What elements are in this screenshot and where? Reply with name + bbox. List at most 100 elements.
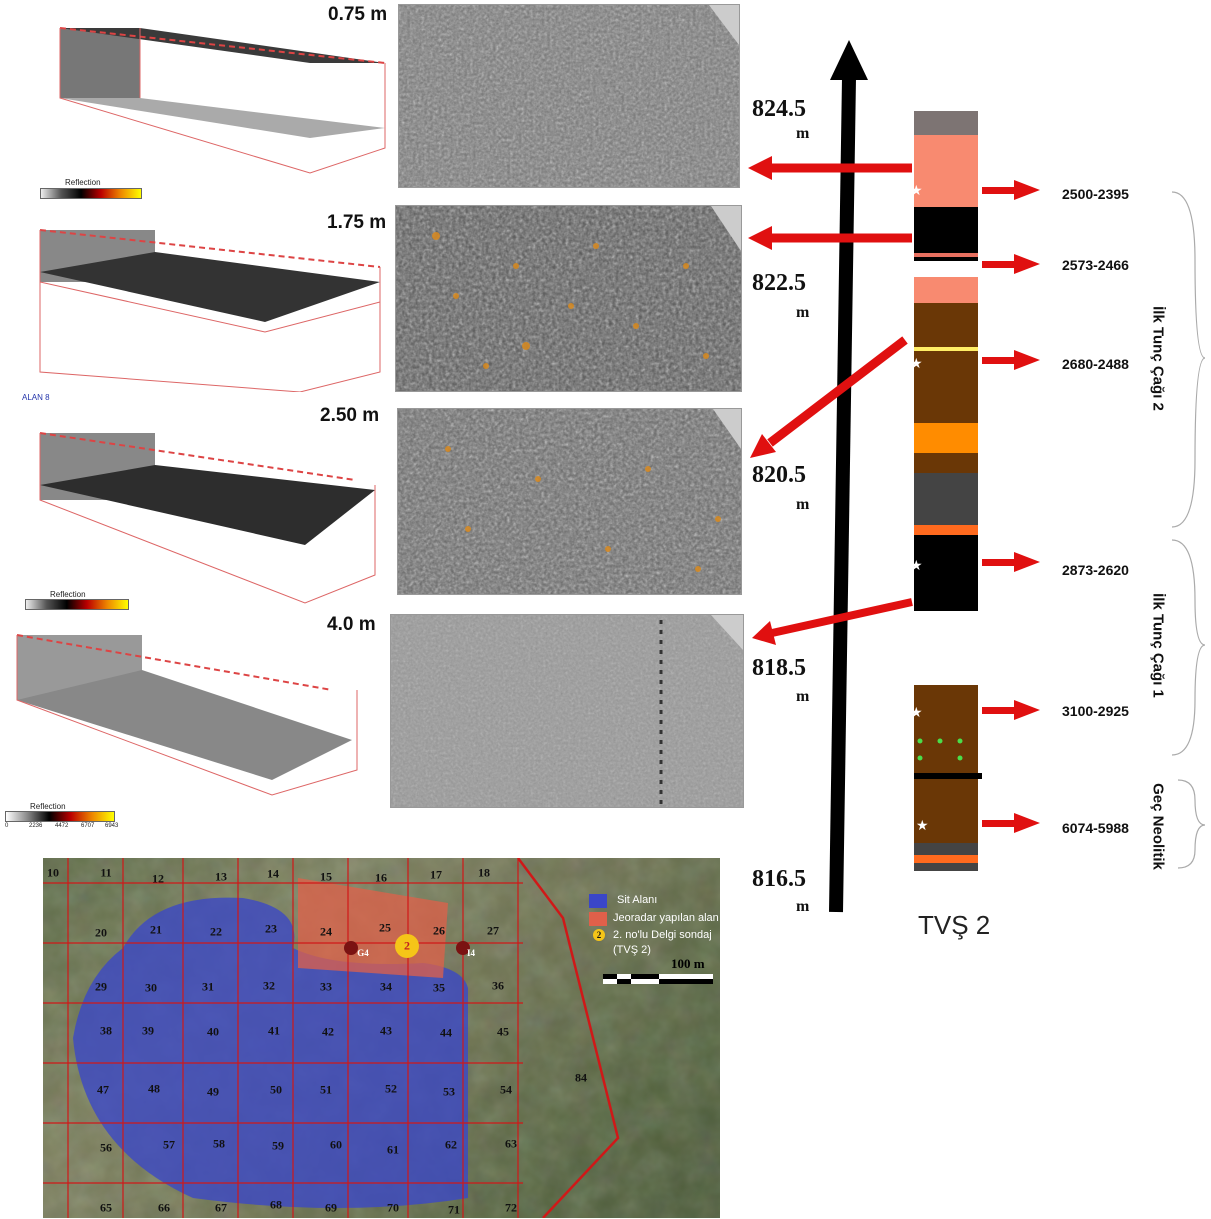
grid-cell-number: 56 [100,1140,112,1155]
gpr-slice-svg-2 [396,206,741,391]
grid-cell-number: 31 [202,979,214,994]
site-map-svg [43,858,720,1218]
grid-cell-number: 51 [320,1082,332,1097]
grid-cell-number: 66 [158,1200,170,1215]
grid-cell-number: 12 [152,871,164,886]
grid-cell-number: 60 [330,1137,342,1152]
grid-cell-number: 49 [207,1084,219,1099]
date-label-6: 6074-5988 [1062,820,1129,836]
perspective-view-1 [40,8,390,178]
grid-cell-number: 54 [500,1082,512,1097]
perspective-view-2 [35,222,385,392]
grid-cell-number: 23 [265,921,277,936]
legend-gpr-area: Jeoradar yapılan alan [613,912,719,924]
slice-depth-3: 2.50 m [320,405,380,426]
scale-unit-1: m [796,125,810,142]
perspective-view-4 [12,630,372,800]
grid-cell-number: 71 [448,1202,460,1217]
amplitude-colorbar-3 [5,811,115,822]
period-label-2: İlk Tunç Çağı 1 [1149,593,1167,698]
grid-cell-number: 68 [270,1197,282,1212]
grid-cell-number: 17 [430,867,442,882]
grid-cell-number: 25 [379,920,391,935]
grid-cell-number: 57 [163,1137,175,1152]
period-label-3: Geç Neolitik [1149,783,1167,870]
gpr-slice-4 [390,614,744,808]
date-label-5: 3100-2925 [1062,703,1129,719]
scale-arrow [829,40,868,913]
grid-cell-number: 33 [320,979,332,994]
svg-text:★: ★ [910,356,923,372]
grid-cell-number: 16 [375,870,387,885]
grid-cell-number: 34 [380,979,392,994]
scalebar-label: 100 m [671,956,705,971]
grid-cell-number: 14 [267,866,279,881]
slice-depth-1: 0.75 m [328,4,388,25]
grid-cell-number: 36 [492,978,504,993]
grid-cell-number: 59 [272,1138,284,1153]
grid-cell-number: 47 [97,1082,109,1097]
grid-cell-number: 52 [385,1081,397,1096]
svg-text:★: ★ [910,260,923,276]
scale-value-1: 824.5 [752,96,806,122]
grid-cell-number: 62 [445,1137,457,1152]
grid-cell-number: 61 [387,1142,399,1157]
map-marker-number: 2 [404,938,410,953]
marker-g4: G4 [357,948,369,958]
scale-unit-5: m [796,898,810,915]
amplitude-tick-0: 0 [5,823,9,829]
alan-label: ALAN 8 [22,393,50,402]
grid-cell-number: 15 [320,869,332,884]
grid-cell-number: 26 [433,923,445,938]
scale-value-4: 818.5 [752,655,806,681]
grid-cell-number: 24 [320,924,332,939]
grid-cell-number: 70 [387,1200,399,1215]
scale-value-2: 822.5 [752,270,806,296]
legend-drill: 2. no'lu Delgi sondaj [613,929,712,941]
gpr-slice-svg-3 [398,409,741,594]
amplitude-tick-3: 6707 [81,823,95,829]
grid-cell-number: 20 [95,925,107,940]
perspective-view-3 [35,425,385,605]
grid-cell-number: 44 [440,1025,452,1040]
scale-unit-2: m [796,304,810,321]
svg-text:★: ★ [910,558,923,574]
scale-value-5: 816.5 [752,866,806,892]
grid-cell-number: 72 [505,1200,517,1215]
grid-cell-number: 27 [487,923,499,938]
gpr-slice-svg-1 [399,5,739,187]
scale-value-3: 820.5 [752,462,806,488]
perspective-cube-1 [59,27,386,174]
grid-cell-number: 58 [213,1136,225,1151]
amplitude-tick-2: 4472 [55,823,69,829]
grid-cell-number: 39 [142,1023,154,1038]
site-map: 2 G4 I4 2 Sit Alanı Jeoradar yapılan ala… [43,858,720,1218]
slice-depth-4: 4.0 m [327,614,376,635]
core-column: ★ ★ ★ ★ ★ ★ [910,111,982,871]
scale-unit-4: m [796,688,810,705]
core-title: TVŞ 2 [918,910,991,940]
grid-cell-number: 84 [575,1070,587,1085]
grid-cell-number: 45 [497,1024,509,1039]
date-label-1: 2500-2395 [1062,186,1129,202]
grid-cell-number: 48 [148,1081,160,1096]
amplitude-colorbar-2 [25,599,129,610]
legend-site: Sit Alanı [617,894,658,906]
period-label-1: İlk Tunç Çağı 2 [1149,306,1167,411]
gpr-slice-1 [398,4,740,188]
grid-cell-number: 18 [478,865,490,880]
amplitude-tick-4: 6943 [105,823,119,829]
grid-cell-number: 22 [210,924,222,939]
grid-cell-number: 65 [100,1200,112,1215]
perspective-cube-3 [39,432,376,604]
gpr-slice-2 [395,205,742,392]
perspective-cube-4 [16,634,358,796]
date-label-3: 2680-2488 [1062,356,1129,372]
grid-cell-number: 13 [215,869,227,884]
grid-cell-number: 53 [443,1084,455,1099]
date-label-4: 2873-2620 [1062,562,1129,578]
legend-drill-sub: (TVŞ 2) [613,944,651,956]
grid-cell-number: 30 [145,980,157,995]
legend-drill-marker: 2 [596,930,602,940]
grid-cell-number: 21 [150,922,162,937]
